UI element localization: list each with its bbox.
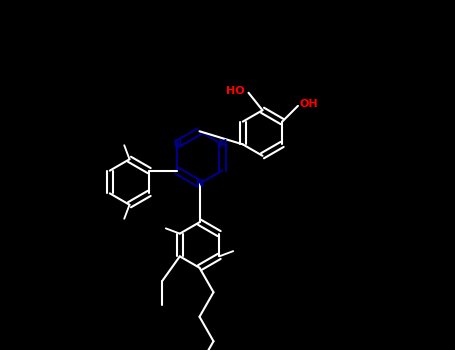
Text: N: N [173,139,181,149]
Text: HO: HO [227,86,245,96]
Text: N: N [196,179,203,189]
Text: N: N [218,139,226,149]
Text: OH: OH [300,99,318,109]
